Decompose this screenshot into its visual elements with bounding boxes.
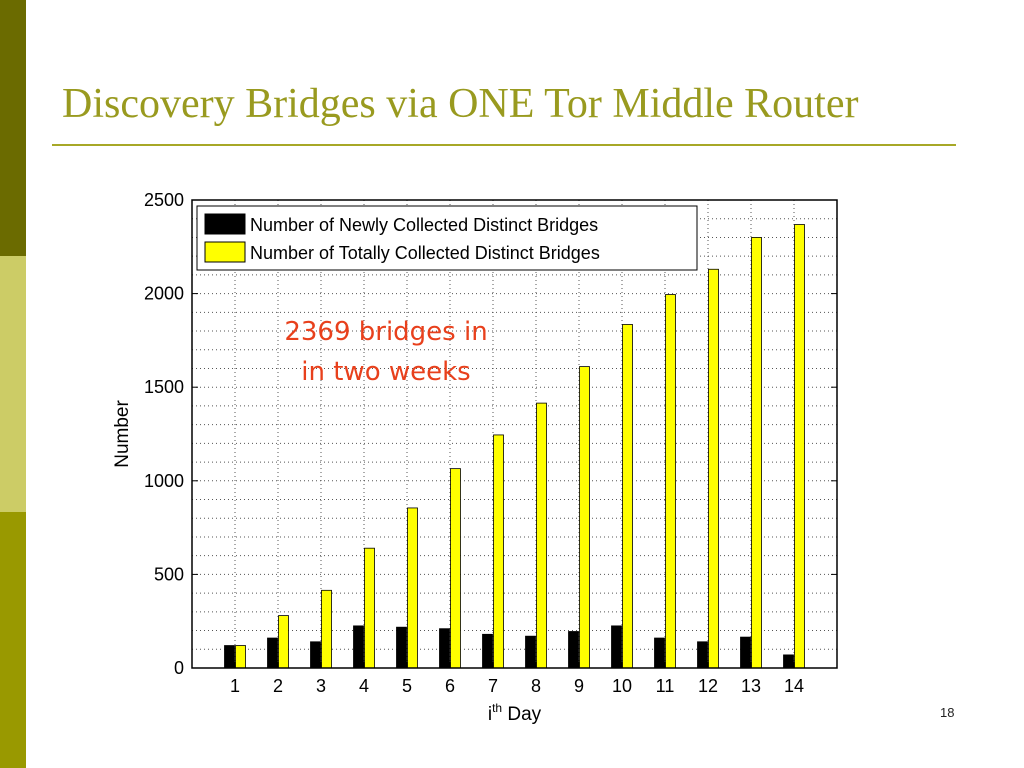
x-tick-label: 14	[784, 676, 804, 696]
x-tick-label: 3	[316, 676, 326, 696]
chart-legend: Number of Newly Collected Distinct Bridg…	[196, 205, 698, 271]
bar-total-day-12	[708, 268, 719, 669]
bar-newly-day-11	[654, 637, 665, 669]
legend-swatch-newly	[204, 213, 246, 235]
bar-newly-day-3	[310, 641, 321, 669]
slide-title: Discovery Bridges via ONE Tor Middle Rou…	[62, 81, 859, 127]
bar-total-day-4	[364, 547, 375, 669]
bar-total-day-3	[321, 589, 332, 669]
legend-label-newly: Number of Newly Collected Distinct Bridg…	[250, 215, 598, 235]
chart-bars	[224, 224, 805, 669]
x-axis-ticks: 1 2 3 4 5 6 7 8 9 10 11 12 13 14	[230, 662, 804, 696]
bar-newly-day-8	[525, 635, 536, 669]
bar-total-day-7	[493, 434, 504, 669]
sidebar-band-middle	[0, 256, 26, 512]
bar-total-day-10	[622, 324, 633, 669]
bar-newly-day-12	[697, 641, 708, 669]
x-tick-label: 5	[402, 676, 412, 696]
x-tick-label: 1	[230, 676, 240, 696]
y-tick-label: 0	[174, 658, 184, 678]
x-tick-label: 7	[488, 676, 498, 696]
x-axis-label-superscript: th	[492, 701, 502, 715]
bar-total-day-1	[235, 645, 246, 669]
x-tick-label: 6	[445, 676, 455, 696]
bar-total-day-6	[450, 468, 461, 669]
bar-newly-day-13	[740, 636, 751, 669]
bar-total-day-11	[665, 294, 676, 669]
sidebar-band-top	[0, 0, 26, 256]
x-tick-label: 13	[741, 676, 761, 696]
bar-newly-day-1	[224, 645, 235, 669]
x-tick-label: 4	[359, 676, 369, 696]
x-tick-label: 8	[531, 676, 541, 696]
bar-newly-day-7	[482, 633, 493, 669]
bar-newly-day-9	[568, 631, 579, 669]
y-tick-label: 1500	[144, 377, 184, 397]
legend-box	[196, 205, 698, 271]
x-axis-label: ith Day	[488, 701, 542, 725]
bar-newly-day-14	[783, 654, 794, 669]
bar-newly-day-6	[439, 628, 450, 669]
bar-total-day-9	[579, 366, 590, 669]
x-tick-label: 2	[273, 676, 283, 696]
x-tick-label: 9	[574, 676, 584, 696]
page-number: 18	[940, 705, 955, 720]
y-tick-label: 2000	[144, 284, 184, 304]
y-tick-label: 2500	[144, 190, 184, 210]
bar-total-day-14	[794, 224, 805, 669]
legend-swatch-total	[204, 241, 246, 263]
bar-total-day-8	[536, 402, 547, 669]
annotation-line-2: in two weeks	[301, 357, 470, 387]
bar-newly-day-10	[611, 625, 622, 669]
x-tick-label: 12	[698, 676, 718, 696]
bar-total-day-5	[407, 507, 418, 669]
y-axis-ticks: 0 500 1000 1500 2000 2500	[144, 190, 837, 678]
x-tick-label: 11	[656, 676, 675, 696]
title-underline	[52, 144, 956, 146]
x-axis-label-base: i	[488, 704, 492, 725]
y-tick-label: 1000	[144, 471, 184, 491]
sidebar-band-bottom	[0, 512, 26, 768]
plot-frame	[191, 199, 838, 669]
bar-newly-day-4	[353, 625, 364, 669]
y-tick-label: 500	[154, 564, 184, 584]
x-axis-label-rest: Day	[502, 704, 542, 725]
x-tick-label: 10	[612, 676, 632, 696]
legend-label-total: Number of Totally Collected Distinct Bri…	[250, 243, 600, 263]
annotation-line-1: 2369 bridges in	[284, 317, 487, 347]
bar-total-day-13	[751, 237, 762, 669]
y-axis-label: Number	[112, 400, 133, 468]
bar-total-day-2	[278, 615, 289, 669]
bar-newly-day-5	[396, 626, 407, 669]
bar-newly-day-2	[267, 637, 278, 669]
